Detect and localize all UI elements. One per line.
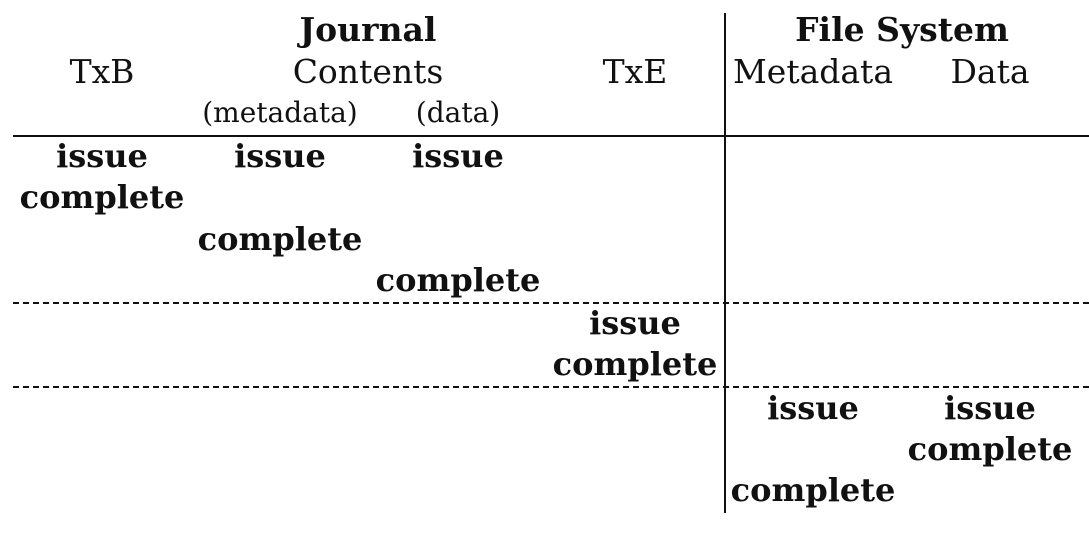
data-complete: complete — [375, 261, 541, 299]
fs-metadata-issue: issue — [767, 389, 859, 427]
fs-metadata-complete: complete — [730, 471, 896, 509]
fs-data-complete: complete — [907, 430, 1073, 468]
column-divider — [724, 13, 726, 513]
column-fs-metadata: Metadata — [733, 52, 893, 91]
metadata-complete: complete — [197, 220, 363, 258]
column-txe: TxE — [602, 52, 668, 91]
metadata-issue: issue — [234, 137, 326, 175]
txb-issue: issue — [56, 137, 148, 175]
header-rule — [13, 135, 1089, 137]
txb-complete: complete — [19, 178, 185, 216]
column-fs-data: Data — [950, 52, 1030, 91]
phase-divider-1 — [13, 302, 1089, 304]
subcolumn-metadata: (metadata) — [202, 96, 358, 129]
phase-divider-2 — [13, 386, 1089, 388]
data-issue: issue — [412, 137, 504, 175]
txe-complete: complete — [552, 345, 718, 383]
column-contents: Contents — [292, 52, 444, 91]
journal-heading: Journal — [299, 10, 437, 49]
fs-data-issue: issue — [944, 389, 1036, 427]
column-txb: TxB — [69, 52, 135, 91]
file-system-heading: File System — [795, 10, 1009, 49]
txe-issue: issue — [589, 304, 681, 342]
subcolumn-data: (data) — [415, 96, 501, 129]
